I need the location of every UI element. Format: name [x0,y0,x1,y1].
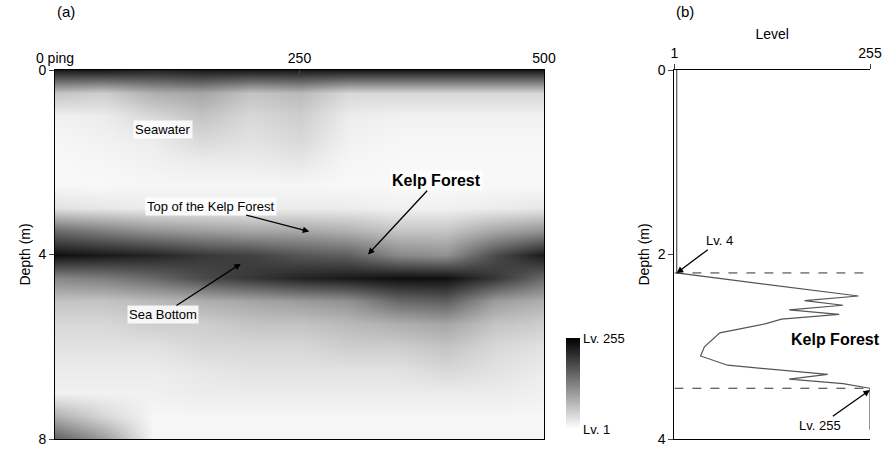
svg-text:4: 4 [658,431,666,447]
svg-text:8: 8 [38,431,46,447]
svg-text:Lv. 255: Lv. 255 [583,331,625,346]
svg-text:Sea Bottom: Sea Bottom [129,307,197,322]
svg-text:255: 255 [858,45,882,61]
svg-text:4: 4 [38,246,46,262]
svg-text:Lv. 1: Lv. 1 [583,422,610,437]
svg-text:2: 2 [658,246,666,262]
svg-text:Kelp Forest: Kelp Forest [791,331,880,348]
svg-text:0: 0 [38,62,46,78]
svg-text:Seawater: Seawater [135,122,191,137]
svg-text:0 ping: 0 ping [36,50,74,66]
svg-text:Top of the Kelp Forest: Top of the Kelp Forest [147,199,275,214]
svg-text:Depth (m): Depth (m) [636,223,652,285]
svg-text:Depth (m): Depth (m) [17,223,33,285]
svg-text:1: 1 [671,45,679,61]
svg-text:Lv. 4: Lv. 4 [706,233,733,248]
svg-text:(a): (a) [57,3,75,20]
svg-text:500: 500 [532,50,556,66]
svg-text:Level: Level [755,26,788,42]
svg-text:0: 0 [658,62,666,78]
svg-text:Kelp Forest: Kelp Forest [392,172,481,189]
svg-text:(b): (b) [676,3,694,20]
svg-text:Lv. 255: Lv. 255 [799,418,841,433]
svg-text:250: 250 [288,50,312,66]
